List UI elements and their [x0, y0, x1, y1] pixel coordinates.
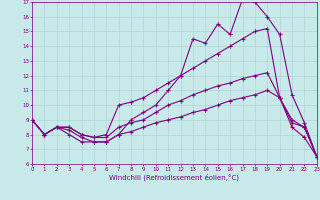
X-axis label: Windchill (Refroidissement éolien,°C): Windchill (Refroidissement éolien,°C): [109, 173, 239, 181]
